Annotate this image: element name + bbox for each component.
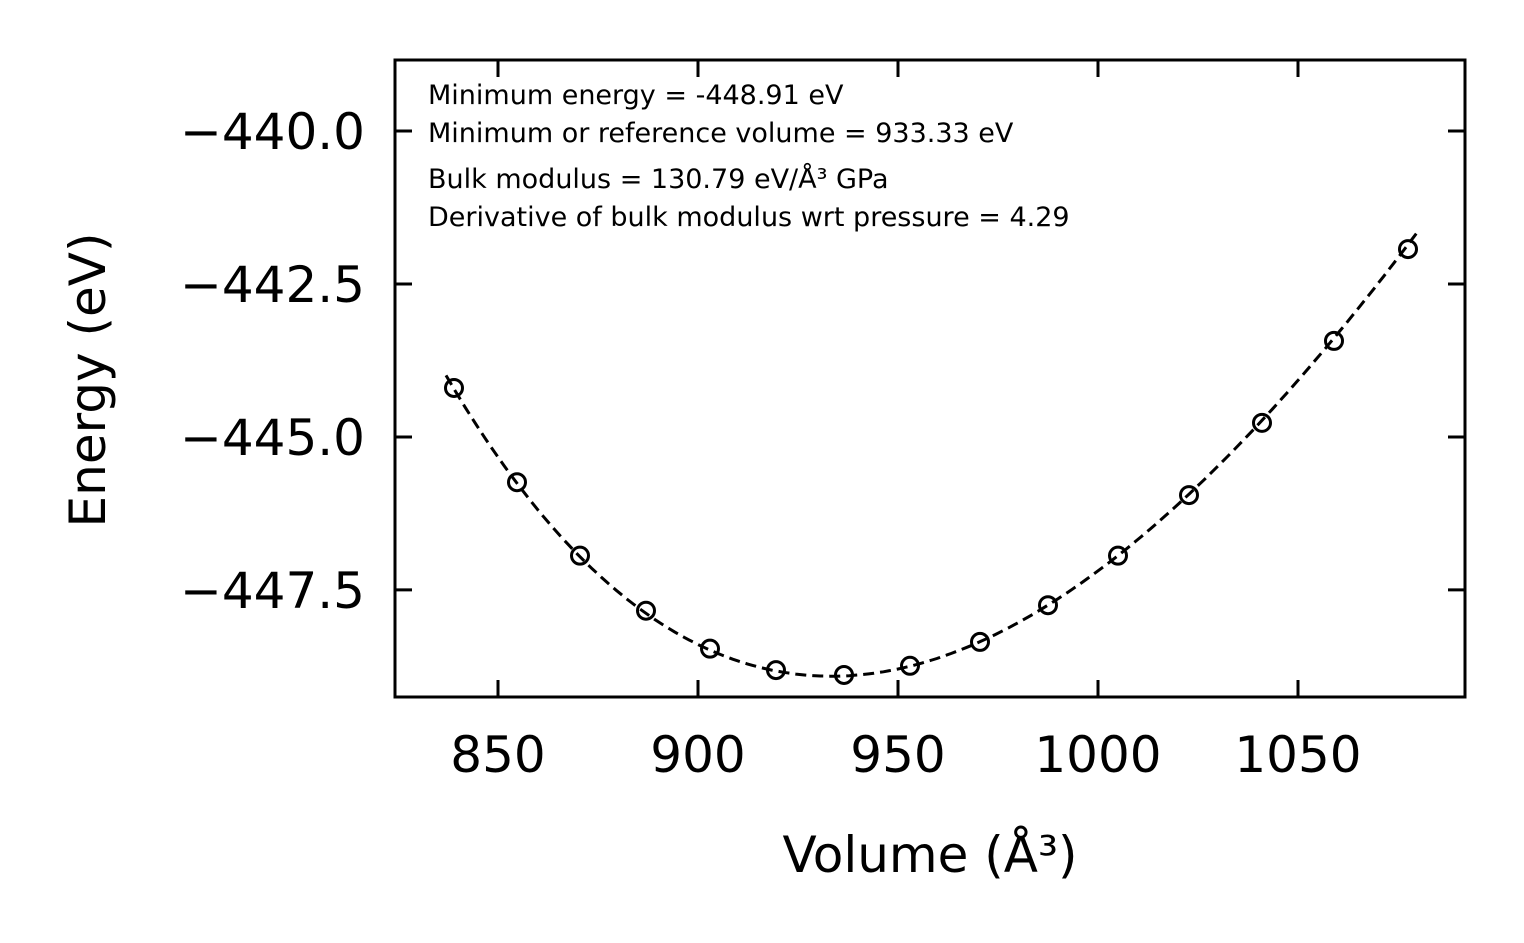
annotation-min-energy: Minimum energy = -448.91 eV — [428, 80, 844, 111]
y-tick-label: −445.0 — [180, 409, 365, 467]
data-point — [1324, 330, 1344, 351]
x-tick-label: 950 — [850, 726, 945, 784]
data-point — [970, 631, 990, 652]
data-point — [834, 664, 854, 685]
y-tick-label: −440.0 — [180, 103, 365, 161]
annotation-bulk-derivative: Derivative of bulk modulus wrt pressure … — [428, 202, 1070, 233]
data-point — [766, 660, 786, 681]
data-point — [570, 545, 590, 566]
data-point — [1252, 412, 1272, 433]
annotations: Minimum energy = -448.91 eV Minimum or r… — [428, 80, 1070, 233]
plot-frame — [393, 58, 1467, 699]
fit-curve — [444, 230, 1420, 678]
x-tick-label: 1000 — [1034, 726, 1161, 784]
data-point — [1179, 485, 1199, 506]
ticks: 850 900 950 1000 1050 −440.0 −442.5 −445.0 −447.… — [180, 60, 1465, 784]
y-tick-label: −442.5 — [180, 256, 365, 314]
x-tick-label: 1050 — [1234, 726, 1361, 784]
annotation-bulk-modulus: Bulk modulus = 130.79 eV/Å³ GPa — [428, 163, 889, 195]
fit-curve-group — [444, 230, 1420, 678]
data-point — [444, 377, 464, 398]
data-point — [507, 472, 527, 493]
annotation-ref-volume: Minimum or reference volume = 933.33 eV — [428, 118, 1014, 149]
x-tick-label: 850 — [450, 726, 545, 784]
y-tick-label: −447.5 — [180, 562, 365, 620]
data-point — [1398, 239, 1418, 260]
x-tick-label: 900 — [650, 726, 745, 784]
x-axis-label: Volume (Å³) — [782, 826, 1077, 884]
data-point — [700, 638, 720, 659]
data-point — [1108, 545, 1128, 566]
y-axis-label: Energy (eV) — [59, 233, 117, 528]
data-point — [900, 655, 920, 676]
data-point — [1038, 595, 1058, 616]
data-point — [636, 600, 656, 621]
data-points-group — [444, 239, 1418, 685]
